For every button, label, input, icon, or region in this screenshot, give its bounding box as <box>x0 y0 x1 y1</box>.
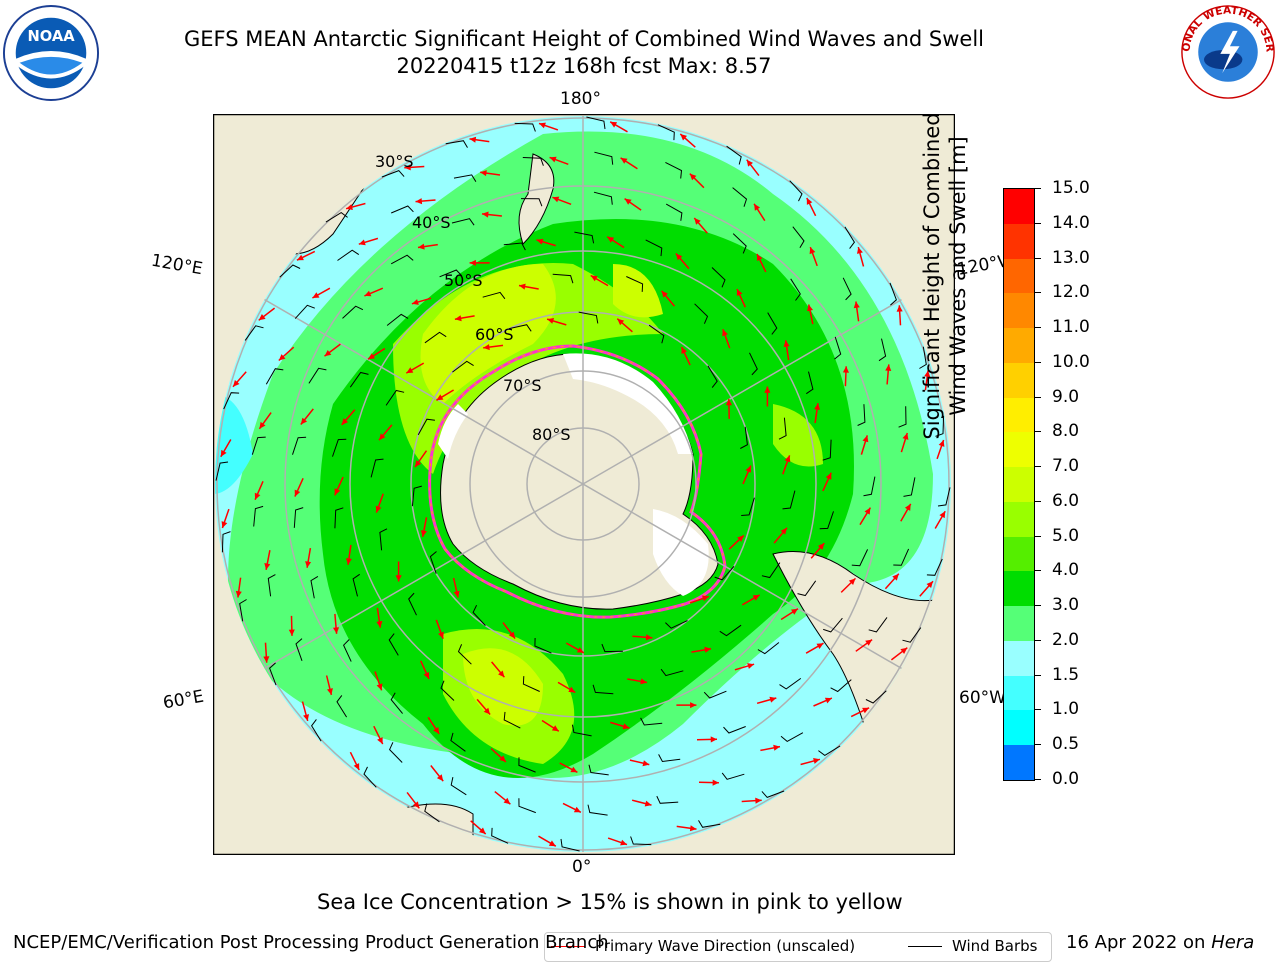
colorbar-segment <box>1004 676 1034 711</box>
colorbar-tick <box>1035 709 1041 710</box>
colorbar-segment <box>1004 328 1034 363</box>
colorbar-tick <box>1035 536 1041 537</box>
colorbar-segment <box>1004 189 1034 224</box>
colorbar-tick-label: 7.0 <box>1052 456 1079 476</box>
map-legend: Primary Wave Direction (unscaled) Wind B… <box>544 932 1052 962</box>
colorbar-tick-label: 1.5 <box>1052 665 1079 685</box>
lat-label-40s: 40°S <box>412 213 451 232</box>
colorbar-segment <box>1004 571 1034 606</box>
antarctic-wave-map: 30°S 40°S 50°S 60°S 70°S 80°S Primary Wa… <box>213 114 955 855</box>
national-weather-service-logo: NATIONAL WEATHER SERVICE <box>1180 4 1276 100</box>
lat-label-30s: 30°S <box>375 152 414 171</box>
colorbar-title-line2: Wind Waves and Swell [m] <box>945 66 971 486</box>
wind-barb-legend-label: Wind Barbs <box>952 937 1037 955</box>
chart-title: GEFS MEAN Antarctic Significant Height o… <box>84 27 1084 51</box>
footer-producer: NCEP/EMC/Verification Post Processing Pr… <box>13 932 609 953</box>
wave-direction-legend-label: Primary Wave Direction (unscaled) <box>595 937 855 955</box>
footer-date-text: 16 Apr 2022 on <box>1066 932 1205 953</box>
lon-label-60w: 60°W <box>959 688 1006 708</box>
colorbar-tick-label: 9.0 <box>1052 387 1079 407</box>
lon-label-0: 0° <box>572 857 591 877</box>
colorbar-tick-label: 4.0 <box>1052 560 1079 580</box>
colorbar-tick-label: 0.0 <box>1052 769 1079 789</box>
colorbar-tick <box>1035 779 1041 780</box>
colorbar-tick <box>1035 223 1041 224</box>
footer-date: 16 Apr 2022 on Hera <box>1066 932 1254 953</box>
colorbar-segment <box>1004 641 1034 676</box>
colorbar-title: Significant Height of Combined Wind Wave… <box>919 66 971 486</box>
colorbar-tick-label: 6.0 <box>1052 491 1079 511</box>
colorbar-tick-label: 3.0 <box>1052 595 1079 615</box>
colorbar-tick-label: 15.0 <box>1052 178 1090 198</box>
lat-label-60s: 60°S <box>475 325 514 344</box>
colorbar-segment <box>1004 293 1034 328</box>
colorbar-tick-label: 11.0 <box>1052 317 1090 337</box>
colorbar-title-line1: Significant Height of Combined <box>919 66 945 486</box>
colorbar-segment <box>1004 537 1034 572</box>
colorbar-tick <box>1035 640 1041 641</box>
colorbar-tick-label: 1.0 <box>1052 699 1079 719</box>
colorbar-tick-label: 0.5 <box>1052 734 1079 754</box>
colorbar-tick <box>1035 501 1041 502</box>
sea-ice-note: Sea Ice Concentration > 15% is shown in … <box>317 890 903 914</box>
colorbar-tick-label: 5.0 <box>1052 526 1079 546</box>
noaa-logo-text: NOAA <box>27 28 75 45</box>
colorbar-tick-label: 14.0 <box>1052 213 1090 233</box>
colorbar-segment <box>1004 606 1034 641</box>
colorbar-segment <box>1004 502 1034 537</box>
noaa-logo: NOAA <box>2 4 100 102</box>
footer-machine: Hera <box>1211 932 1254 953</box>
map-canvas <box>213 114 955 855</box>
colorbar-tick <box>1035 744 1041 745</box>
colorbar-segment <box>1004 432 1034 467</box>
lon-label-180: 180° <box>560 89 601 109</box>
lat-label-80s: 80°S <box>532 425 571 444</box>
colorbar-tick <box>1035 327 1041 328</box>
colorbar-segment <box>1004 363 1034 398</box>
colorbar-tick <box>1035 570 1041 571</box>
lon-label-60e: 60°E <box>162 687 206 714</box>
colorbar-segment <box>1004 745 1034 780</box>
colorbar-tick-label: 12.0 <box>1052 282 1090 302</box>
colorbar-tick <box>1035 431 1041 432</box>
colorbar-segment <box>1004 398 1034 433</box>
colorbar-tick-label: 8.0 <box>1052 421 1079 441</box>
lat-label-70s: 70°S <box>503 376 542 395</box>
colorbar-tick <box>1035 605 1041 606</box>
colorbar-tick <box>1035 188 1041 189</box>
lat-label-50s: 50°S <box>444 271 483 290</box>
colorbar-segment <box>1004 259 1034 294</box>
colorbar-segment <box>1004 710 1034 745</box>
colorbar-tick-label: 13.0 <box>1052 248 1090 268</box>
colorbar-tick <box>1035 675 1041 676</box>
colorbar-tick <box>1035 292 1041 293</box>
colorbar-tick-label: 10.0 <box>1052 352 1090 372</box>
colorbar-tick <box>1035 258 1041 259</box>
colorbar-tick <box>1035 466 1041 467</box>
colorbar-segment <box>1004 224 1034 259</box>
colorbar-segment <box>1004 467 1034 502</box>
colorbar-tick-label: 2.0 <box>1052 630 1079 650</box>
colorbar-tick <box>1035 397 1041 398</box>
lon-label-120e: 120°E <box>150 251 204 280</box>
wind-barb-legend-line <box>908 946 942 947</box>
colorbar-tick <box>1035 362 1041 363</box>
colorbar <box>1003 188 1035 781</box>
